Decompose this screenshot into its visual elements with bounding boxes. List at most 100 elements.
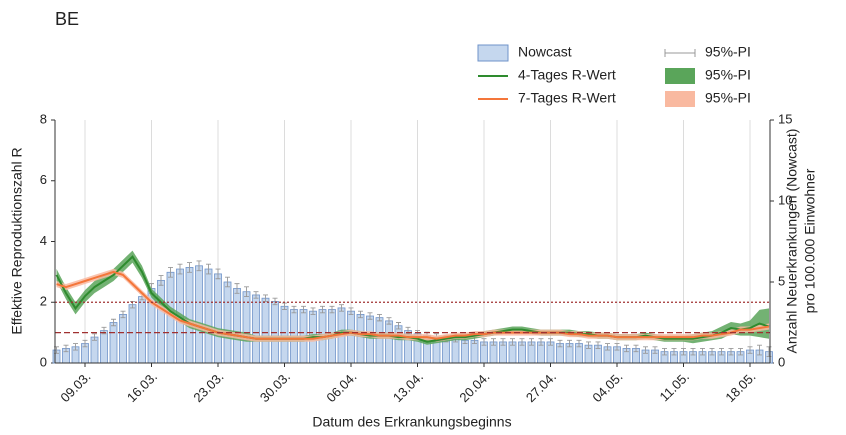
legend-label: 4-Tages R-Wert xyxy=(518,67,616,83)
y2-tick-label: 10 xyxy=(778,192,792,207)
bar xyxy=(356,313,365,364)
error-bar xyxy=(177,263,183,275)
error-bar xyxy=(120,310,126,319)
error-bar xyxy=(652,346,658,354)
y2-tick-label: 5 xyxy=(778,273,785,288)
legend-item: 4-Tages R-Wert xyxy=(478,67,616,83)
error-bar xyxy=(757,344,762,356)
error-bar xyxy=(662,347,667,356)
error-bar xyxy=(225,276,230,288)
legend-swatch xyxy=(665,91,695,107)
y-axis-label: Effektive Reproduktionszahl R xyxy=(9,147,25,334)
y-tick-label: 6 xyxy=(40,172,47,187)
error-bar xyxy=(377,313,382,322)
error-bar xyxy=(538,338,544,346)
legend-label: 7-Tages R-Wert xyxy=(518,90,616,106)
bar xyxy=(138,296,146,364)
bar xyxy=(157,279,165,364)
error-bar xyxy=(595,341,601,349)
error-bar xyxy=(510,338,515,346)
legend-swatch xyxy=(477,44,509,62)
legend-item: Nowcast xyxy=(477,44,572,62)
line xyxy=(56,270,770,340)
y-tick-label: 2 xyxy=(40,294,47,309)
bar xyxy=(385,320,393,364)
error-bar xyxy=(206,263,211,275)
plot-area: 09.03. 16.03. 23.03. 30.03. 06.04. 13.04. 20.0… xyxy=(40,44,793,405)
bar xyxy=(100,330,108,364)
y2-tick-label: 15 xyxy=(778,111,792,126)
legend-label: Nowcast xyxy=(518,44,572,60)
error-bar xyxy=(367,312,373,320)
legend-swatch xyxy=(665,68,695,84)
x-tick-label: 04.05. xyxy=(589,369,625,405)
error-bar xyxy=(766,346,772,357)
error-bar xyxy=(624,344,629,353)
bar xyxy=(233,288,241,364)
bar xyxy=(214,273,222,364)
error-bar xyxy=(215,268,221,280)
legend-label: 95%-PI xyxy=(705,90,751,106)
y2-axis-label: pro 100.000 Einwohner xyxy=(802,168,818,313)
x-tick-label: 27.04. xyxy=(523,369,559,405)
x-tick-label: 16.03. xyxy=(124,369,160,405)
error-bar xyxy=(396,322,401,330)
x-tick-label: 30.03. xyxy=(257,369,293,405)
error-bar xyxy=(690,347,696,356)
error-bar xyxy=(92,333,97,341)
x-tick-label: 20.04. xyxy=(456,369,492,405)
confidence-band xyxy=(56,268,769,342)
error-bar xyxy=(158,275,164,286)
error-bar xyxy=(253,291,259,299)
bar xyxy=(366,315,374,364)
x-tick-label: 13.04. xyxy=(390,369,426,405)
error-bar xyxy=(272,297,278,306)
bar xyxy=(261,297,270,364)
error-bar xyxy=(605,343,610,351)
error-bar xyxy=(728,347,734,356)
bar xyxy=(185,267,194,364)
legend-label: 95%-PI xyxy=(705,44,751,60)
bar xyxy=(375,317,384,364)
y-tick-label: 8 xyxy=(40,111,47,126)
error-bar xyxy=(263,294,268,302)
error-bar xyxy=(700,347,705,356)
error-bar xyxy=(301,305,306,314)
chart-title: BE xyxy=(55,9,79,29)
bar xyxy=(280,305,289,364)
legend-item: 95%-PI xyxy=(665,90,751,107)
error-bar xyxy=(481,338,487,346)
x-tick-label: 18.05. xyxy=(722,369,758,405)
error-bar xyxy=(548,338,553,346)
error-bar xyxy=(168,266,173,278)
error-bar xyxy=(244,286,249,298)
bar xyxy=(90,336,99,364)
error-bar xyxy=(614,343,620,351)
legend-item: 95%-PI xyxy=(664,44,751,60)
y2-tick-label: 0 xyxy=(778,354,785,369)
x-tick-label: 06.04. xyxy=(323,369,359,405)
bar xyxy=(223,281,232,364)
bar xyxy=(252,294,260,364)
error-bar xyxy=(586,341,591,349)
x-tick-label: 09.03. xyxy=(57,369,93,405)
error-bar xyxy=(310,307,316,315)
legend-item: 95%-PI xyxy=(665,67,751,84)
y-tick-label: 0 xyxy=(40,354,47,369)
error-bar xyxy=(291,305,297,314)
error-bar xyxy=(557,339,563,348)
error-bar xyxy=(671,347,677,356)
bar xyxy=(347,310,355,364)
error-bar xyxy=(111,318,116,327)
error-bar xyxy=(491,338,496,346)
error-bar xyxy=(63,344,69,353)
bar xyxy=(204,268,213,364)
error-bar xyxy=(633,344,639,353)
error-bar xyxy=(643,346,648,354)
bar xyxy=(128,304,137,364)
x-tick-label: 23.03. xyxy=(190,369,226,405)
bar xyxy=(394,325,403,364)
error-bar xyxy=(82,339,88,348)
error-bar xyxy=(709,347,715,356)
